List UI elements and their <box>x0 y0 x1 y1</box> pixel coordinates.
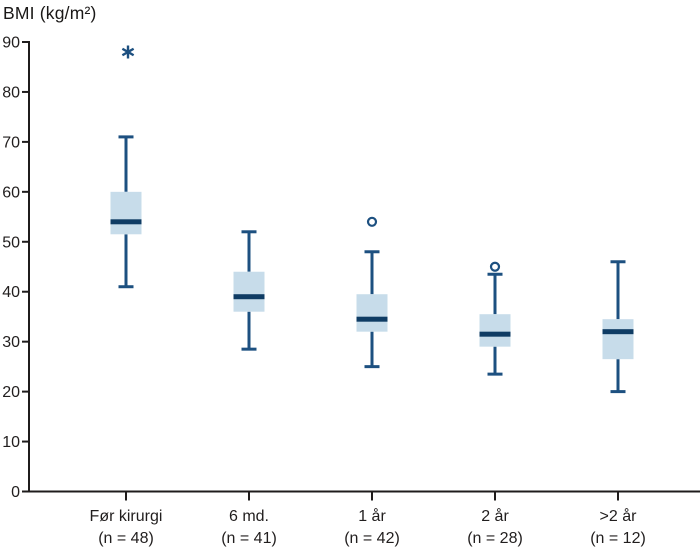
box-group: 6 md. (n = 41) <box>221 230 277 547</box>
median-line <box>110 219 142 225</box>
iqr-box <box>233 271 265 312</box>
y-tick-label: 10 <box>2 434 20 451</box>
y-tick-label: 20 <box>2 384 20 401</box>
y-tick-label: 50 <box>2 234 20 251</box>
box-group: 2 år (n = 28) <box>467 261 523 547</box>
box-group: 1 år (n = 42) <box>344 216 400 547</box>
category-sublabel: (n = 41) <box>221 530 277 547</box>
category-sublabel: (n = 12) <box>590 530 646 547</box>
median-line <box>356 316 388 322</box>
outlier-asterisk <box>121 47 135 57</box>
y-tick-label: 60 <box>2 184 20 201</box>
category-label: >2 år <box>600 507 638 525</box>
category-sublabel: (n = 42) <box>344 530 400 547</box>
iqr-box <box>602 319 634 360</box>
chart-title: BMI (kg/m²) <box>3 3 97 23</box>
box-group: >2 år (n = 12) <box>590 260 646 547</box>
iqr-box <box>356 294 388 332</box>
category-sublabel: (n = 48) <box>98 530 154 547</box>
median-line <box>602 329 634 335</box>
outlier-circle <box>366 216 378 227</box>
category-label: 6 md. <box>229 508 269 525</box>
y-tick-label: 90 <box>2 35 20 52</box>
iqr-box <box>479 314 511 347</box>
y-tick-label: 30 <box>2 334 20 351</box>
y-tick-label: 40 <box>2 284 20 301</box>
y-tick-label: 80 <box>2 84 20 101</box>
y-tick-label: 70 <box>2 134 20 151</box>
median-line <box>233 294 265 300</box>
box-group: Før kirurgi (n = 48) <box>90 45 163 547</box>
outlier-circle <box>489 261 501 272</box>
median-line <box>479 331 511 337</box>
category-label: 2 år <box>481 507 509 525</box>
category-label: 1 år <box>358 507 386 525</box>
iqr-box <box>110 191 142 235</box>
y-tick-label: 0 <box>11 484 20 501</box>
category-label: Før kirurgi <box>90 508 163 525</box>
category-sublabel: (n = 28) <box>467 530 523 547</box>
